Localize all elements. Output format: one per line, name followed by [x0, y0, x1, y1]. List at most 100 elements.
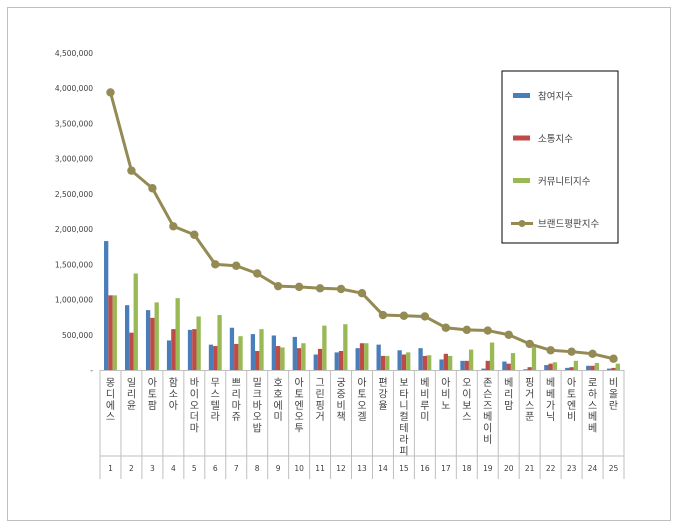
x-axis: 몽 디 에 스 1 일 리 윤 2 아 토 팜 3 함 소 아 4 바 이 오 더 마 5 무 스 텔 라 6 쁘 리 마 쥬 7 밀 크 바 오 밥 8 호…: [99, 370, 625, 479]
line-marker: [336, 284, 346, 294]
bar-3: [573, 360, 579, 370]
bar-3: [447, 355, 453, 370]
line-marker: [378, 310, 388, 320]
line-marker: [190, 230, 199, 239]
x-rank-label: 8: [255, 464, 260, 473]
bar-1: [418, 348, 423, 370]
bar-2: [150, 317, 155, 370]
x-rank-label: 25: [609, 464, 619, 473]
bar-3: [196, 316, 201, 370]
bar-1: [397, 350, 402, 370]
y-tick-label: 1,000,000: [55, 296, 93, 305]
line-marker: [127, 166, 136, 175]
bar-3: [489, 342, 495, 370]
bar-3: [364, 343, 369, 370]
line-marker: [253, 269, 262, 278]
line-marker: [357, 289, 367, 298]
x-rank-label: 7: [234, 464, 239, 473]
y-tick-label: 3,000,000: [55, 155, 93, 164]
bar-2: [506, 363, 511, 370]
x-rank-label: 12: [336, 464, 346, 473]
y-tick-label: 2,500,000: [55, 190, 93, 199]
bar-1: [104, 241, 109, 370]
line-marker: [169, 222, 178, 231]
x-rank-label: 10: [294, 464, 304, 473]
bar-2: [338, 350, 344, 370]
bar-2: [276, 346, 281, 370]
line-marker: [546, 346, 555, 355]
line-marker: [441, 323, 451, 332]
legend-label: 브랜드평판지수: [538, 219, 599, 230]
x-rank-label: 21: [525, 464, 535, 473]
bar-3: [552, 362, 558, 370]
bar-2: [317, 348, 323, 370]
y-axis: - 500,000 1,000,000 1,500,000 2,000,000 2,500…: [55, 49, 93, 375]
bar-3: [217, 315, 222, 370]
legend-box: [501, 70, 619, 244]
bar-3: [133, 273, 138, 370]
bar-2: [422, 355, 428, 370]
bar-3: [238, 336, 243, 370]
legend-swatch: [513, 135, 530, 141]
chart-frame: - 500,000 1,000,000 1,500,000 2,000,000 2,500…: [7, 7, 671, 521]
x-rank-label: 11: [315, 464, 325, 473]
legend-label: 참여지수: [538, 91, 573, 103]
line-marker: [399, 311, 409, 320]
bar-3: [175, 298, 180, 370]
x-rank-label: 24: [588, 464, 598, 473]
y-tick-label: 3,500,000: [55, 119, 93, 128]
y-tick-label: 2,000,000: [55, 225, 93, 234]
legend-swatch: [513, 93, 530, 98]
bar-2: [611, 367, 616, 370]
bar-2: [548, 363, 553, 370]
bar-3: [154, 302, 159, 370]
x-rank-label: 13: [357, 464, 367, 473]
x-rank-label: 14: [378, 464, 388, 473]
y-tick-label: 500,000: [62, 331, 93, 340]
bar-2: [171, 329, 176, 370]
bar-1: [460, 360, 465, 370]
bar-1: [523, 369, 528, 370]
bar-2: [359, 343, 365, 370]
line-marker: [525, 339, 534, 349]
bar-1: [376, 344, 381, 370]
y-tick-label: 1,500,000: [55, 260, 93, 269]
bar-3: [343, 324, 348, 370]
bar-2: [443, 353, 448, 370]
bar-1: [166, 340, 172, 370]
bar-2: [129, 332, 134, 370]
x-rank-label: 23: [567, 464, 577, 473]
bar-1: [607, 368, 612, 370]
bar-1: [355, 348, 360, 370]
bar-1: [544, 365, 549, 370]
line-marker: [567, 347, 576, 356]
bar-1: [439, 359, 444, 370]
bar-2: [590, 365, 595, 370]
bar-2: [485, 360, 490, 370]
line-marker: [609, 354, 618, 363]
line-marker: [588, 349, 597, 358]
bar-2: [527, 367, 532, 370]
bar-2: [380, 355, 386, 370]
bar-1: [271, 335, 277, 370]
x-rank-label: 1: [108, 464, 113, 473]
bar-3: [385, 355, 390, 370]
x-rank-label: 3: [150, 464, 155, 473]
bar-1: [250, 334, 256, 370]
line-marker: [273, 281, 283, 291]
brand-reputation-chart: - 500,000 1,000,000 1,500,000 2,000,000 2,500…: [55, 49, 625, 479]
x-rank-label: 18: [462, 464, 472, 473]
